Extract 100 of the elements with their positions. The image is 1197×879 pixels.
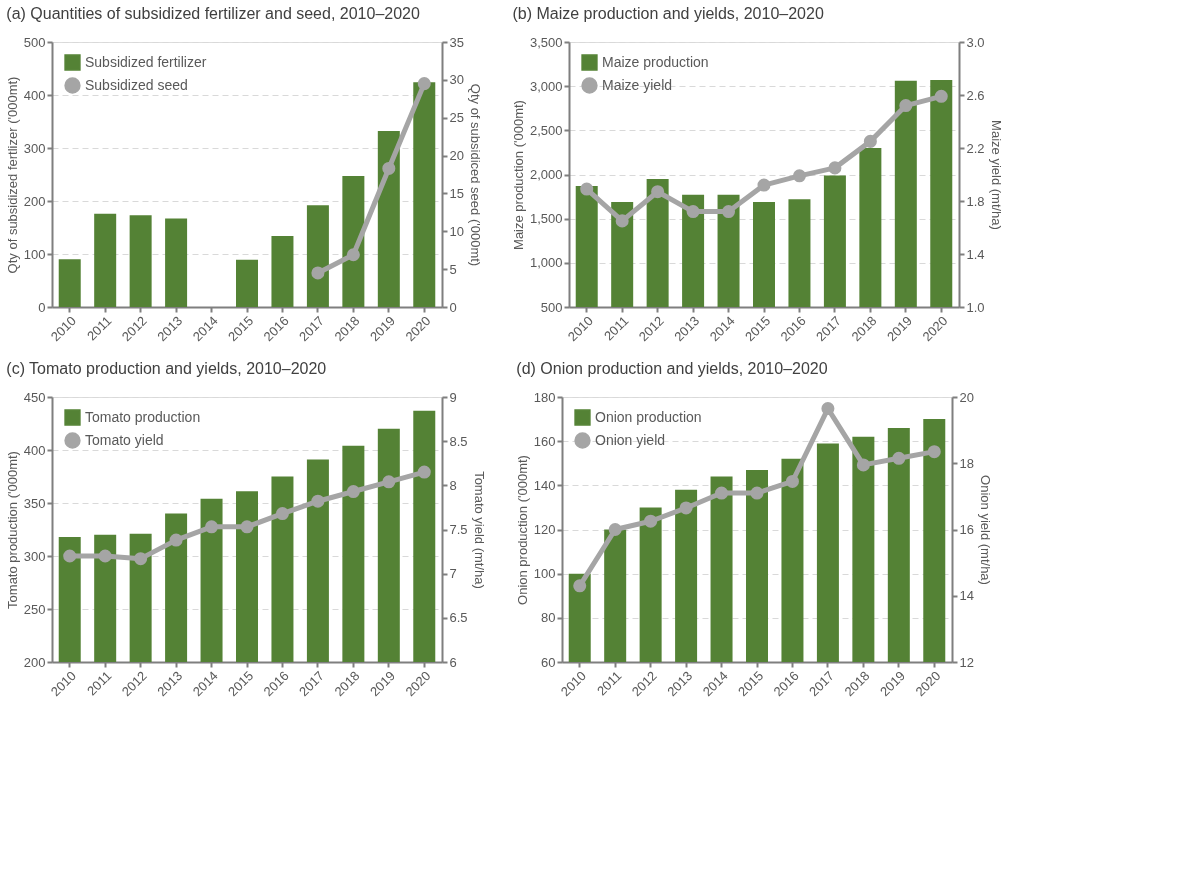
legend-label: Tomato production xyxy=(85,408,201,425)
legend-label: Onion production xyxy=(595,408,702,425)
y-tick-label: 1,500 xyxy=(529,211,563,227)
point xyxy=(927,445,941,459)
y-tick-label: 60 xyxy=(541,654,556,670)
y2-tick-label: 8.5 xyxy=(449,433,468,449)
point xyxy=(240,520,254,534)
y-tick-label: 0 xyxy=(38,299,46,315)
y2-tick-label: 6.5 xyxy=(449,610,468,626)
point xyxy=(892,451,906,465)
point xyxy=(346,485,360,499)
point xyxy=(573,579,587,593)
y-tick-label: 400 xyxy=(23,87,46,103)
y2-tick-label: 3.0 xyxy=(966,34,985,50)
y2-tick-label: 30 xyxy=(449,72,464,88)
y2-tick-label: 7.5 xyxy=(449,522,468,537)
point xyxy=(346,248,360,262)
point xyxy=(644,514,658,528)
y2-axis-title: Maize yield (mt/ha) xyxy=(988,120,1004,230)
y-tick-label: 80 xyxy=(541,610,556,626)
y-tick-label: 300 xyxy=(23,140,46,156)
y-tick-label: 400 xyxy=(23,442,46,458)
y-axis-title: Maize production ('000mt) xyxy=(510,100,526,250)
y2-tick-label: 6 xyxy=(449,654,457,670)
y-tick-label: 450 xyxy=(23,389,46,405)
point xyxy=(580,182,594,196)
y-tick-label: 160 xyxy=(533,433,556,449)
chart-title: (a) Quantities of subsidized fertilizer and seed, 2010–2020 xyxy=(6,5,420,22)
point xyxy=(863,134,877,148)
bar xyxy=(236,259,258,307)
point xyxy=(169,533,183,547)
legend-label: Tomato yield xyxy=(85,431,164,448)
point xyxy=(608,522,622,537)
point xyxy=(686,205,700,219)
bar xyxy=(377,131,400,307)
point xyxy=(750,486,764,500)
y-tick-label: 180 xyxy=(533,389,556,405)
y-tick-label: 200 xyxy=(23,193,46,209)
bar xyxy=(271,235,294,307)
y2-axis-title: Tomato yield (mt/ha) xyxy=(471,471,487,589)
y-tick-label: 500 xyxy=(23,34,46,50)
y2-tick-label: 5 xyxy=(449,261,457,277)
y-tick-label: 1,000 xyxy=(529,255,563,271)
y2-tick-label: 7 xyxy=(449,566,457,582)
y-axis-title: Qty of subsidized fertlizer ('000mt) xyxy=(4,76,20,274)
y2-tick-label: 12 xyxy=(959,654,974,670)
point xyxy=(792,169,806,183)
bar xyxy=(129,215,152,307)
y2-tick-label: 8 xyxy=(449,477,457,493)
point xyxy=(98,549,112,563)
y2-tick-label: 0 xyxy=(449,299,457,315)
legend-label: Onion yield xyxy=(595,431,666,448)
point xyxy=(417,465,431,479)
y-axis-title: Onion production ('000mt) xyxy=(514,455,530,605)
legend-label: Maize production xyxy=(602,53,709,70)
y2-tick-label: 1.0 xyxy=(966,299,985,315)
bar xyxy=(413,82,436,307)
point xyxy=(417,77,431,91)
legend-label: Maize yield xyxy=(602,76,673,93)
y2-tick-label: 20 xyxy=(959,389,974,405)
legend-label: Subsidized seed xyxy=(85,76,188,93)
y2-tick-label: 14 xyxy=(959,588,974,604)
y-tick-label: 3,000 xyxy=(529,78,563,94)
point xyxy=(134,552,148,566)
legend-label: Subsidized fertilizer xyxy=(85,53,207,70)
chart-title: (b) Maize production and yields, 2010–2020 xyxy=(512,5,824,22)
chart-title: (d) Onion production and yields, 2010–2020 xyxy=(516,360,828,377)
y-tick-label: 100 xyxy=(23,246,46,262)
y-tick-label: 2,000 xyxy=(529,167,563,182)
y-tick-label: 2,500 xyxy=(529,122,563,138)
point xyxy=(63,549,77,563)
y2-tick-label: 9 xyxy=(449,389,457,405)
y2-tick-label: 1.4 xyxy=(966,246,985,262)
bar xyxy=(306,205,329,307)
y2-tick-label: 25 xyxy=(449,110,464,126)
y-tick-label: 100 xyxy=(533,566,556,582)
point xyxy=(615,214,629,228)
point xyxy=(311,494,325,508)
point xyxy=(828,161,842,175)
point xyxy=(785,474,799,488)
bar xyxy=(165,218,188,307)
y2-tick-label: 1.8 xyxy=(966,193,985,209)
y-tick-label: 3,500 xyxy=(529,34,563,50)
y-tick-label: 250 xyxy=(23,601,46,617)
point xyxy=(275,507,289,521)
y-tick-label: 500 xyxy=(540,299,563,315)
y2-tick-label: 2.6 xyxy=(966,87,985,103)
point xyxy=(311,266,325,280)
y2-tick-label: 20 xyxy=(449,148,464,164)
y2-tick-label: 2.2 xyxy=(966,140,985,156)
point xyxy=(856,458,870,472)
chart-title: (c) Tomato production and yields, 2010–2020 xyxy=(6,360,327,377)
y-tick-label: 350 xyxy=(23,495,46,511)
point xyxy=(757,178,771,192)
point xyxy=(934,89,948,103)
y-tick-label: 300 xyxy=(23,548,46,564)
point xyxy=(899,99,913,113)
bar xyxy=(94,213,117,307)
y2-tick-label: 15 xyxy=(449,185,464,201)
bar xyxy=(58,259,81,307)
